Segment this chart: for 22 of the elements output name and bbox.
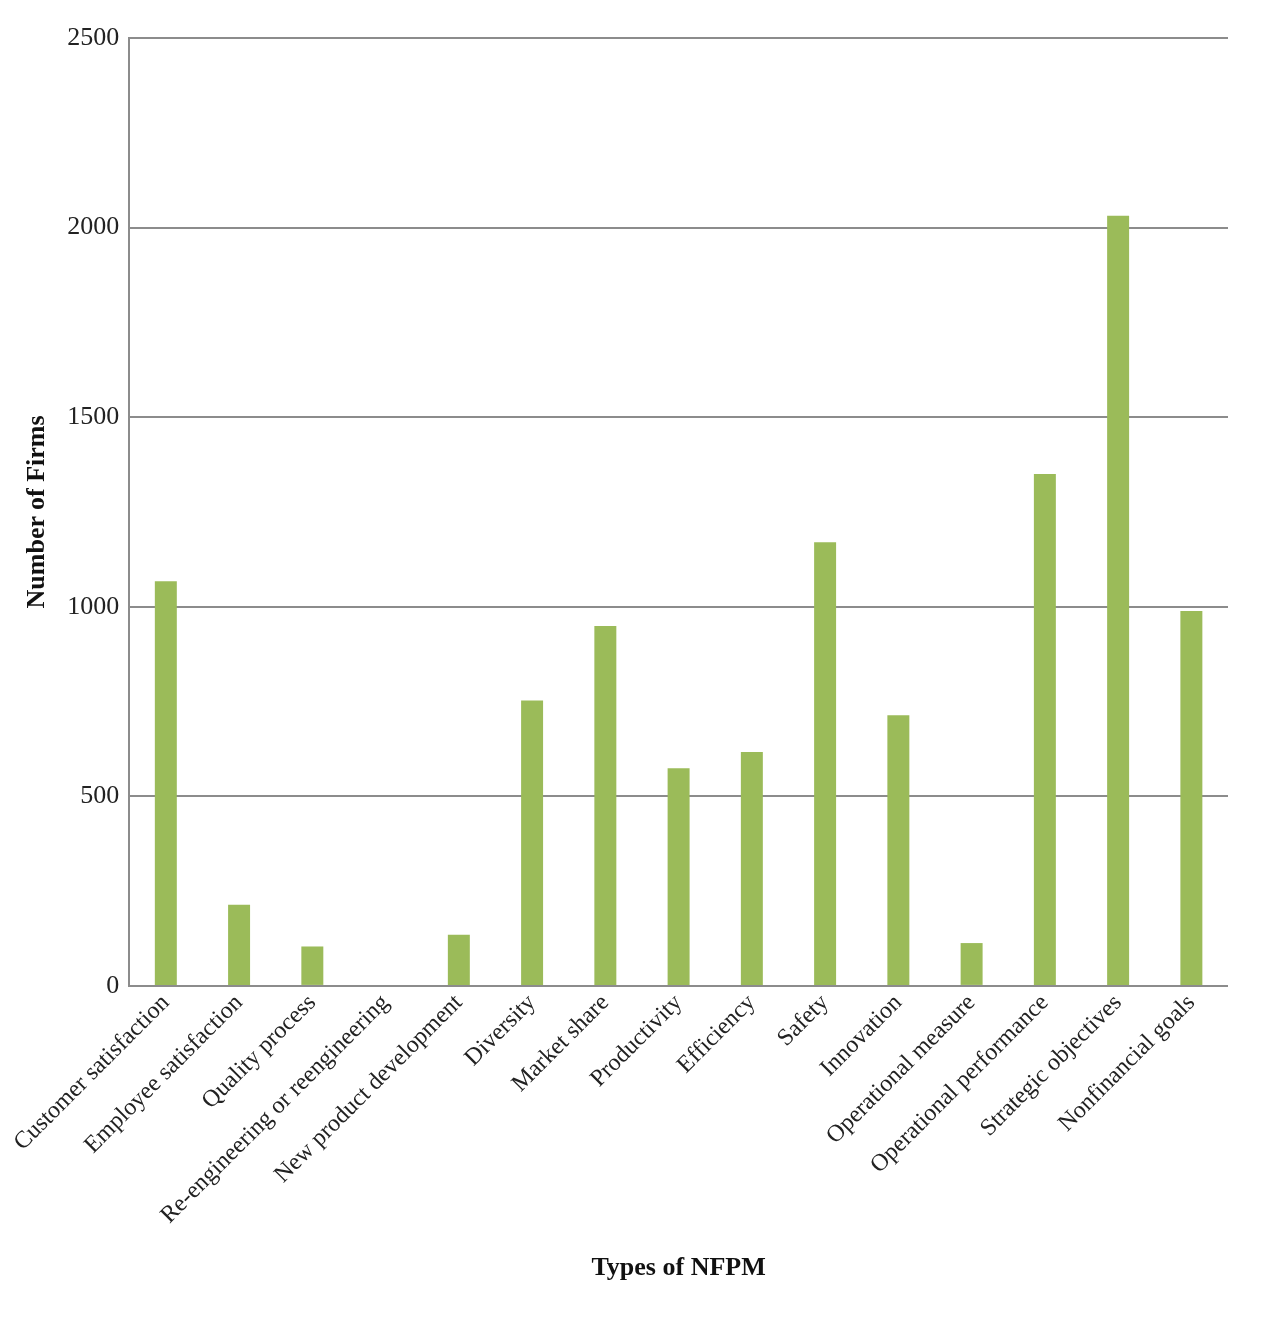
bar bbox=[814, 542, 837, 985]
bar bbox=[521, 700, 544, 985]
bar bbox=[1033, 474, 1056, 985]
x-axis-title: Types of NFPM bbox=[591, 1252, 766, 1282]
bar bbox=[301, 946, 324, 985]
bar bbox=[447, 934, 470, 985]
y-tick-label: 2000 bbox=[67, 211, 120, 241]
bar bbox=[740, 751, 763, 985]
y-tick-label: 0 bbox=[106, 969, 120, 999]
y-tick-label: 1000 bbox=[67, 590, 120, 620]
bar bbox=[887, 715, 910, 985]
bar bbox=[1107, 215, 1130, 985]
bar bbox=[667, 768, 690, 985]
bar bbox=[594, 626, 617, 985]
bar bbox=[228, 904, 251, 985]
bar bbox=[1180, 610, 1203, 985]
y-axis-title: Number of Firms bbox=[21, 415, 51, 609]
y-tick-label: 1500 bbox=[67, 401, 120, 430]
y-tick-label: 500 bbox=[80, 780, 120, 810]
bar bbox=[154, 581, 177, 985]
bar bbox=[960, 943, 983, 985]
y-tick-label: 2500 bbox=[67, 21, 120, 51]
